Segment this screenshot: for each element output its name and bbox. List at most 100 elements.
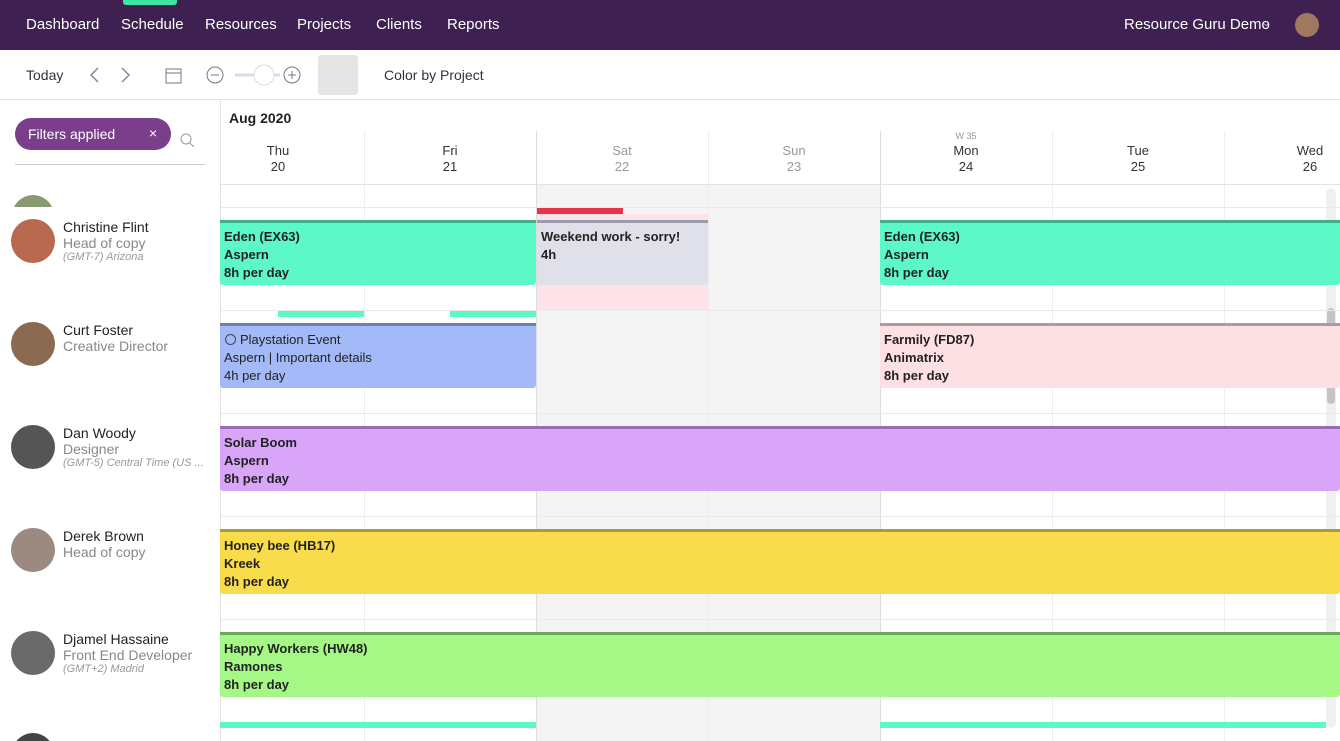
booking[interactable]: Weekend work - sorry! 4h xyxy=(537,223,708,285)
nav-item[interactable]: Resources xyxy=(205,16,277,33)
day-date: 25 xyxy=(1130,159,1146,174)
overtime-bar xyxy=(537,208,623,214)
row-line xyxy=(220,516,1340,517)
row-line xyxy=(220,413,1340,414)
day-date: 24 xyxy=(958,159,974,174)
person-role: Head of copy xyxy=(63,544,146,560)
booking-hours: 8h per day xyxy=(224,574,290,589)
booking-client: Aspern xyxy=(224,247,269,262)
row-line xyxy=(220,310,1340,311)
day-name: Sat xyxy=(612,143,632,158)
booking[interactable]: Eden (EX63) Aspern 8h per day xyxy=(880,223,1340,285)
sidebar-border xyxy=(220,100,221,741)
booking-stripe xyxy=(220,426,1340,429)
top-nav: Resource Guru Demo ⌄ Dashboard Schedule Re… xyxy=(0,0,1340,50)
booking-title: Honey bee (HB17) xyxy=(224,538,336,553)
booking-title: Eden (EX63) xyxy=(224,229,300,244)
day-date: 21 xyxy=(442,159,458,174)
nav-item[interactable]: Projects xyxy=(297,16,352,33)
booking[interactable]: Playstation Event Aspern | Important deta… xyxy=(220,326,536,388)
account-menu[interactable]: Resource Guru Demo xyxy=(1124,16,1270,33)
person-name[interactable]: Curt Foster xyxy=(63,322,134,338)
booking-client: Ramones xyxy=(224,659,283,674)
day-date: 26 xyxy=(1302,159,1318,174)
filter-label: Filters applied xyxy=(28,126,116,142)
nav-arrows[interactable] xyxy=(86,66,136,84)
row-line xyxy=(220,207,1340,208)
day-name: Mon xyxy=(953,143,979,158)
week-label: W 35 xyxy=(955,131,977,141)
booking-title: Eden (EX63) xyxy=(884,229,960,244)
booking-client: Aspern | Important details xyxy=(224,350,372,365)
booking-title: Playstation Event xyxy=(240,332,341,347)
filter-chip[interactable] xyxy=(15,118,171,150)
nav-item[interactable]: Reports xyxy=(447,16,500,33)
day-name: Tue xyxy=(1127,143,1149,158)
avatar xyxy=(11,219,55,263)
booking-client: Aspern xyxy=(224,453,269,468)
booking-hours: 4h per day xyxy=(224,368,286,383)
today-button[interactable]: Today xyxy=(26,67,64,83)
utilisation-bar xyxy=(220,722,536,728)
clear-filter[interactable]: × xyxy=(149,125,158,141)
day-name: Sun xyxy=(782,143,806,158)
avatar xyxy=(11,631,55,675)
color-by-dropdown[interactable]: Color by Project xyxy=(384,67,484,83)
booking-stripe xyxy=(220,632,1340,635)
booking[interactable]: Solar Boom Aspern 8h per day xyxy=(220,429,1340,491)
avatar xyxy=(11,322,55,366)
day-name: Thu xyxy=(266,143,290,158)
booking-stripe xyxy=(220,529,1340,532)
booking-title: Happy Workers (HW48) xyxy=(224,641,368,656)
nav-item[interactable]: Schedule xyxy=(121,16,184,33)
header-border xyxy=(220,184,1340,185)
person-role: Creative Director xyxy=(63,338,169,354)
booking-client: Animatrix xyxy=(884,350,944,365)
avatar xyxy=(11,528,55,572)
booking[interactable]: Happy Workers (HW48) Ramones 8h per day xyxy=(220,635,1340,697)
booking-hours: 8h per day xyxy=(884,265,950,280)
divider xyxy=(15,164,205,165)
person-name[interactable]: Christine Flint xyxy=(63,219,149,235)
user-avatar[interactable] xyxy=(1295,13,1319,37)
booking-title: Weekend work - sorry! xyxy=(541,229,681,244)
day-name: Fri xyxy=(442,143,458,158)
person-name[interactable]: Derek Brown xyxy=(63,528,144,544)
booking[interactable]: Eden (EX63) Aspern 8h per day xyxy=(220,223,536,285)
avatar xyxy=(12,195,54,207)
person-timezone: (GMT-7) Arizona xyxy=(63,251,144,263)
utilisation-bar xyxy=(880,722,1326,728)
day-name: Wed xyxy=(1296,143,1324,158)
utilisation-bar xyxy=(450,311,536,317)
person-name[interactable]: Djamel Hassaine xyxy=(63,631,169,647)
zoom-slider[interactable] xyxy=(205,63,305,89)
person-name[interactable]: Dan Woody xyxy=(63,425,136,441)
booking-hours: 4h xyxy=(541,247,557,262)
list-view-button[interactable] xyxy=(318,55,358,95)
booking[interactable]: Honey bee (HB17) Kreek 8h per day xyxy=(220,532,1340,594)
day-date: 20 xyxy=(270,159,286,174)
person-timezone: (GMT+2) Madrid xyxy=(63,663,144,675)
search-icon[interactable] xyxy=(180,133,196,149)
booking-stripe xyxy=(880,323,1340,326)
booking-hours: 8h per day xyxy=(224,471,290,486)
toolbar: Today Color by Project xyxy=(0,50,1340,100)
booking-title: Farmily (FD87) xyxy=(884,332,975,347)
booking-stripe xyxy=(880,220,1340,223)
repeat-icon xyxy=(225,334,236,345)
day-date: 23 xyxy=(786,159,802,174)
person-timezone: (GMT-5) Central Time (US ... xyxy=(63,457,204,469)
booking-stripe xyxy=(537,220,708,223)
day-date: 22 xyxy=(614,159,630,174)
booking-hours: 8h per day xyxy=(884,368,950,383)
caret: ⌄ xyxy=(1262,18,1271,29)
nav-item[interactable]: Clients xyxy=(376,16,422,33)
active-indicator xyxy=(123,0,177,5)
booking[interactable]: Farmily (FD87) Animatrix 8h per day xyxy=(880,326,1340,388)
avatar xyxy=(11,425,55,469)
utilisation-bar xyxy=(278,311,364,317)
booking-client: Aspern xyxy=(884,247,929,262)
nav-item[interactable]: Dashboard xyxy=(26,16,100,33)
calendar-icon[interactable] xyxy=(165,66,183,84)
